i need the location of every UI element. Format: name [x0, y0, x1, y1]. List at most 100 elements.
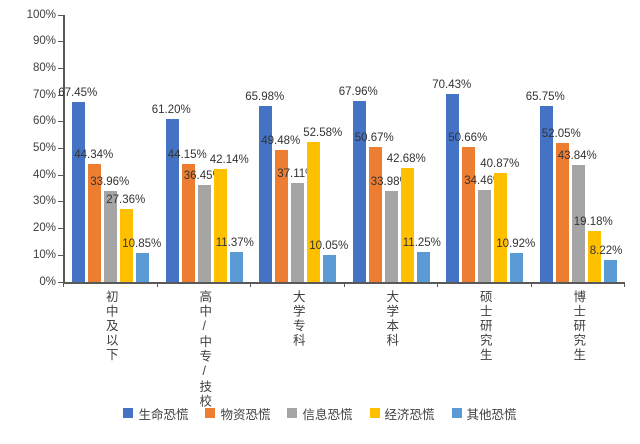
- y-axis-tick: [58, 148, 63, 149]
- legend-swatch: [369, 408, 380, 418]
- bar-value-label: 52.58%: [303, 126, 343, 139]
- bar-信息恐慌: [571, 164, 585, 282]
- bar-经济恐慌: [587, 230, 601, 282]
- bar-其他恐慌: [136, 253, 150, 282]
- legend-item-物资恐慌: 物资恐慌: [205, 404, 270, 423]
- y-axis-tick-label: 90%: [32, 35, 56, 48]
- bar-value-label: 33.98%: [370, 176, 410, 189]
- bar-其他恐慌: [603, 260, 617, 282]
- bar-其他恐慌: [323, 255, 337, 282]
- bar-信息恐慌: [104, 191, 118, 282]
- bar-经济恐慌: [307, 141, 321, 282]
- bar-value-label: 67.45%: [58, 86, 98, 99]
- y-axis-tick-label: 0%: [39, 275, 56, 288]
- bar-value-label: 10.92%: [496, 237, 536, 250]
- bar-value-label: 50.67%: [354, 131, 394, 144]
- category-label: 大学本科: [384, 290, 399, 348]
- bar-value-label: 40.87%: [480, 157, 520, 170]
- bar-value-label: 50.66%: [448, 131, 488, 144]
- bar-其他恐慌: [510, 252, 524, 282]
- legend-label: 其他恐慌: [466, 407, 517, 422]
- y-axis-tick: [58, 174, 63, 176]
- bar-生命恐慌: [539, 106, 553, 282]
- bar-value-label: 43.84%: [557, 149, 597, 162]
- bar-信息恐慌: [197, 184, 211, 282]
- x-axis-tick: [63, 282, 64, 287]
- bar-物资恐慌: [368, 146, 382, 282]
- legend-swatch: [287, 408, 298, 418]
- y-axis-tick-label: 100%: [26, 8, 56, 21]
- bar-经济恐慌: [400, 168, 414, 282]
- x-axis-tick: [624, 282, 625, 287]
- bar-生命恐慌: [352, 100, 366, 282]
- x-axis-tick: [156, 282, 158, 287]
- legend-item-其他恐慌: 其他恐慌: [451, 404, 517, 423]
- bar-value-label: 67.96%: [338, 85, 378, 98]
- bar-value-label: 52.05%: [541, 128, 581, 141]
- y-axis-tick-label: 20%: [32, 222, 56, 235]
- y-axis-tick: [58, 281, 63, 283]
- bar-value-label: 44.34%: [74, 148, 114, 161]
- y-axis-tick-label: 50%: [32, 142, 56, 154]
- bar-物资恐慌: [181, 164, 195, 282]
- x-axis-tick: [437, 282, 438, 287]
- bar-物资恐慌: [555, 143, 569, 282]
- bar-生命恐慌: [72, 101, 86, 282]
- bar-信息恐慌: [478, 189, 492, 282]
- y-axis-tick: [58, 67, 63, 69]
- category-label: 博士研究生: [571, 290, 586, 363]
- x-axis-tick: [530, 282, 532, 287]
- bar-信息恐慌: [291, 182, 305, 282]
- bar-value-label: 10.05%: [309, 240, 349, 253]
- y-axis-tick-label: 10%: [32, 248, 56, 261]
- category-label: 硕士研究生: [477, 290, 492, 363]
- y-axis-tick: [58, 14, 63, 16]
- bar-信息恐慌: [384, 191, 398, 282]
- y-axis-tick-label: 80%: [32, 61, 56, 74]
- y-axis-tick: [58, 228, 63, 230]
- legend-label: 经济恐慌: [384, 407, 435, 422]
- y-axis-tick-label: 70%: [32, 88, 56, 101]
- legend-label: 生命恐慌: [138, 407, 189, 422]
- bar-value-label: 42.68%: [386, 153, 426, 166]
- legend: 生命恐慌 物资恐慌 信息恐慌 经济恐慌 其他恐慌: [0, 402, 640, 424]
- bar-value-label: 49.48%: [261, 134, 301, 147]
- bar-value-label: 19.18%: [573, 215, 613, 228]
- bar-物资恐慌: [462, 146, 476, 282]
- bar-value-label: 42.14%: [209, 154, 249, 167]
- bar-value-label: 44.15%: [167, 149, 207, 162]
- legend-swatch: [205, 408, 216, 418]
- bar-value-label: 37.11%: [277, 167, 316, 180]
- bar-其他恐慌: [416, 251, 430, 282]
- y-axis-tick: [58, 41, 63, 43]
- legend-swatch: [123, 408, 134, 418]
- bar-生命恐慌: [165, 118, 179, 282]
- bar-物资恐慌: [88, 163, 102, 282]
- bar-value-label: 8.22%: [589, 245, 623, 258]
- legend-item-经济恐慌: 经济恐慌: [369, 404, 435, 423]
- bar-value-label: 33.96%: [90, 176, 130, 189]
- category-label: 高中/中专/技校: [197, 290, 212, 409]
- bar-value-label: 36.45%: [183, 169, 223, 182]
- bar-value-label: 27.36%: [106, 193, 146, 206]
- legend-item-信息恐慌: 信息恐慌: [287, 404, 353, 423]
- y-axis-tick-label: 30%: [32, 195, 56, 208]
- bar-生命恐慌: [446, 93, 460, 282]
- bar-value-label: 10.85%: [122, 238, 162, 251]
- y-axis-tick-label: 60%: [32, 115, 56, 128]
- legend-swatch: [451, 408, 462, 418]
- bar-物资恐慌: [275, 149, 289, 282]
- y-axis-tick: [58, 121, 63, 123]
- y-axis-tick: [58, 201, 63, 203]
- y-axis-tick: [58, 94, 63, 96]
- bar-经济恐慌: [494, 172, 508, 282]
- bar-value-label: 65.75%: [525, 91, 565, 104]
- y-axis-tick: [58, 254, 63, 256]
- y-axis-line: [63, 15, 65, 282]
- bar-经济恐慌: [213, 169, 227, 282]
- bar-其他恐慌: [229, 251, 243, 282]
- bar-value-label: 11.25%: [402, 236, 441, 249]
- category-label: 大学专科: [290, 290, 305, 348]
- y-axis-tick-label: 40%: [32, 168, 56, 181]
